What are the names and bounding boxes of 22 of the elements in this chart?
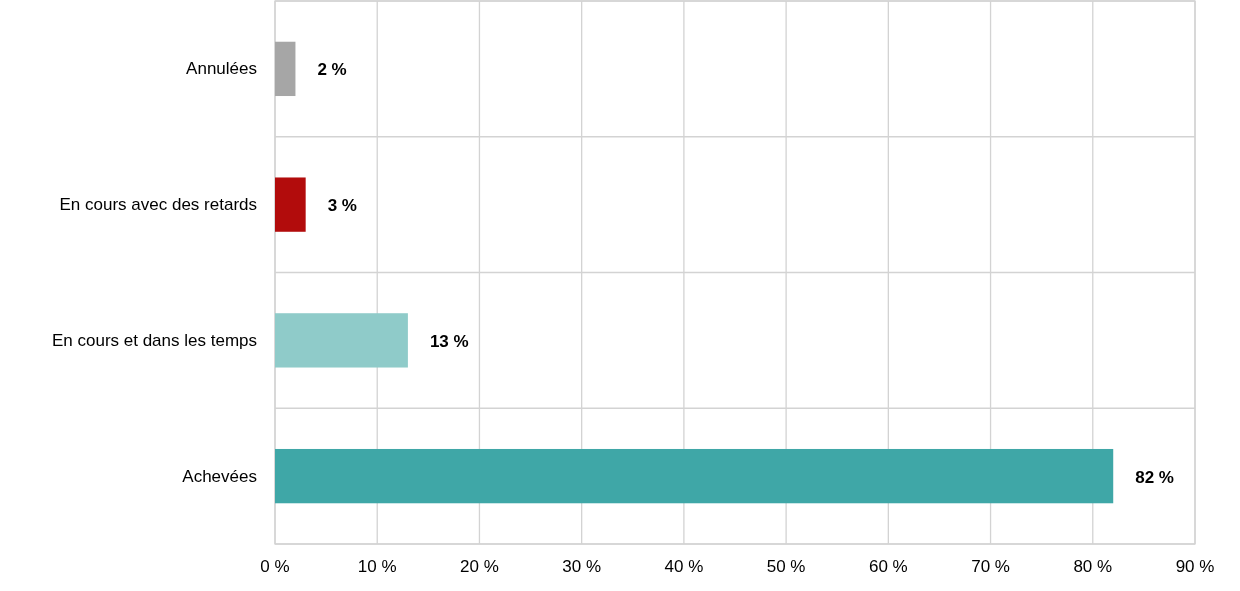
x-tick-label: 80 % (1073, 557, 1113, 577)
data-label: 13 % (429, 331, 469, 351)
x-tick-label: 20 % (460, 557, 499, 577)
y-tick-label: Achevées (182, 466, 257, 486)
y-tick-label: En cours et dans les temps (51, 330, 257, 350)
bar (275, 313, 408, 368)
bar (275, 177, 306, 232)
x-tick-label: 50 % (766, 557, 806, 577)
x-tick-label: 10 % (357, 557, 397, 577)
x-tick-label: 60 % (868, 557, 908, 577)
x-tick-label: 70 % (971, 557, 1010, 577)
data-label: 3 % (327, 196, 357, 216)
bar (275, 41, 296, 97)
x-tick-label: 40 % (664, 557, 704, 577)
x-tick-label: 0 % (260, 557, 290, 577)
bar (275, 448, 1114, 504)
data-label: 2 % (317, 60, 347, 80)
y-tick-label: Annulées (186, 59, 257, 79)
data-label: 82 % (1135, 467, 1174, 487)
x-tick-label: 90 % (1175, 557, 1215, 577)
y-tick-label: En cours avec des retards (59, 195, 257, 215)
x-tick-label: 30 % (562, 557, 602, 577)
